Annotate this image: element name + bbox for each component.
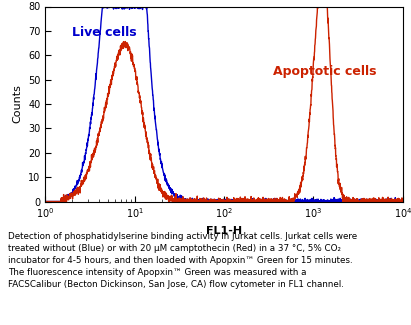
Text: Detection of phosphatidylserine binding activity in Jurkat cells. Jurkat cells w: Detection of phosphatidylserine binding … [8, 232, 357, 289]
Y-axis label: Counts: Counts [12, 84, 23, 124]
Text: Apoptotic cells: Apoptotic cells [272, 65, 376, 78]
Text: Live cells: Live cells [72, 26, 137, 39]
X-axis label: FL1-H: FL1-H [206, 226, 242, 236]
